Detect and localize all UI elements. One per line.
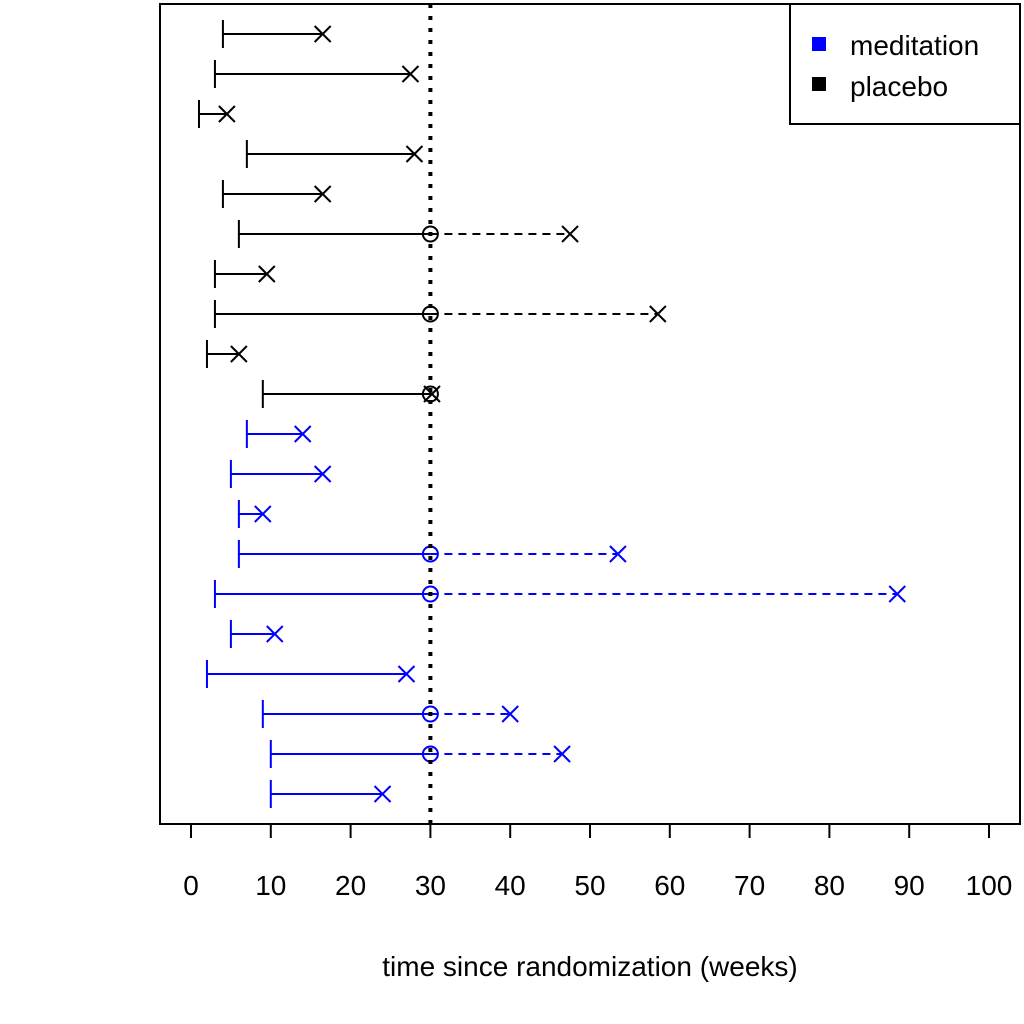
event-marker <box>254 505 272 523</box>
legend-label-meditation: meditation <box>850 30 979 61</box>
event-marker <box>609 545 627 563</box>
legend-label-placebo: placebo <box>850 71 948 102</box>
subject-row <box>221 20 332 48</box>
subject-row <box>213 300 667 328</box>
event-marker <box>888 585 906 603</box>
x-tick-label: 100 <box>966 870 1013 901</box>
event-marker <box>423 385 441 403</box>
legend-swatch-placebo <box>812 77 826 91</box>
event-marker <box>258 265 276 283</box>
event-marker <box>397 665 416 683</box>
x-axis-title: time since randomization (weeks) <box>382 951 798 982</box>
x-tick-label: 10 <box>255 870 286 901</box>
x-tick-label: 50 <box>574 870 605 901</box>
subject-row <box>213 580 906 608</box>
censor-marker <box>421 225 439 243</box>
x-tick-label: 80 <box>814 870 845 901</box>
event-marker <box>553 745 571 763</box>
subject-row <box>229 460 332 488</box>
subject-row <box>269 780 392 808</box>
x-tick-label: 40 <box>495 870 526 901</box>
plot-box <box>159 3 1021 825</box>
event-marker <box>373 785 392 803</box>
event-marker <box>266 625 284 643</box>
subject-row <box>237 540 627 568</box>
censor-marker <box>421 705 439 723</box>
subject-row <box>261 700 519 728</box>
event-marker <box>405 145 424 163</box>
event-marker <box>218 105 236 123</box>
event-marker <box>501 705 519 723</box>
event-marker <box>230 345 248 363</box>
subject-row <box>237 500 272 528</box>
event-marker <box>313 185 332 203</box>
x-tick-label: 20 <box>335 870 366 901</box>
legend: meditation placebo <box>789 3 1021 125</box>
subject-row <box>269 740 571 768</box>
subject-row <box>237 220 579 248</box>
legend-box <box>789 3 1021 125</box>
x-tick-label: 60 <box>654 870 685 901</box>
subject-row <box>205 660 416 688</box>
subject-row <box>205 340 248 368</box>
x-tick-label: 0 <box>183 870 199 901</box>
x-tick-label: 70 <box>734 870 765 901</box>
legend-swatch-meditation <box>812 37 826 51</box>
event-marker <box>649 305 667 323</box>
censor-marker <box>421 585 439 603</box>
x-tick-label: 90 <box>894 870 925 901</box>
subject-timelines <box>197 20 906 808</box>
event-marker <box>313 465 332 483</box>
subject-row <box>213 260 276 288</box>
event-marker <box>401 65 420 83</box>
x-axis: 0 10 20 30 40 50 60 70 80 90 100 <box>183 824 1012 901</box>
subject-row <box>221 180 332 208</box>
subject-row <box>197 100 236 128</box>
event-marker <box>561 225 579 243</box>
subject-row <box>213 60 420 88</box>
subject-row <box>261 380 441 408</box>
x-tick-label: 30 <box>415 870 446 901</box>
subject-row <box>245 420 312 448</box>
event-marker <box>294 425 312 443</box>
subject-row <box>245 140 424 168</box>
subject-row <box>229 620 284 648</box>
event-marker <box>313 25 332 43</box>
